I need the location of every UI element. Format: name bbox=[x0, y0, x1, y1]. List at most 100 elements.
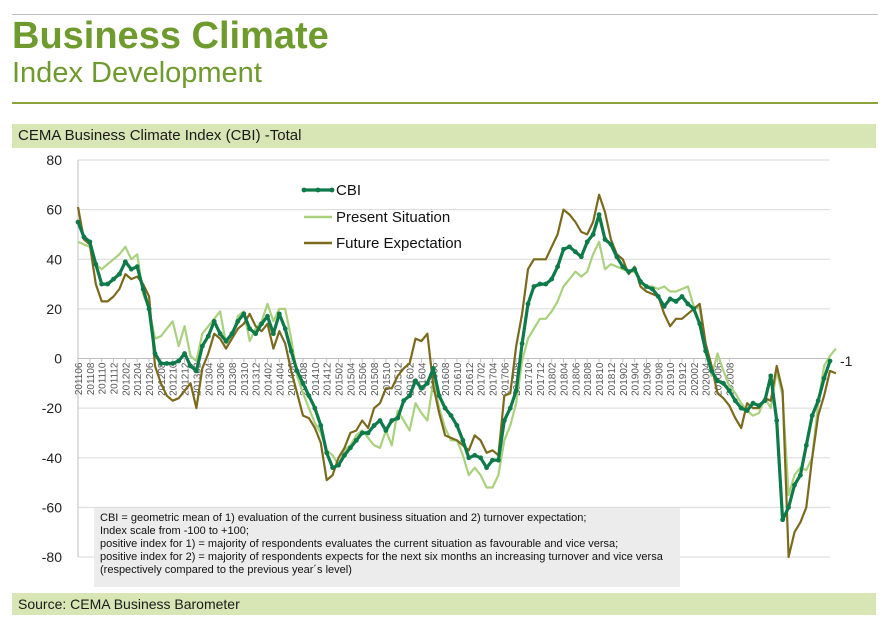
cbi-point bbox=[182, 351, 187, 356]
x-tick-label: 201306 bbox=[216, 362, 227, 396]
note-line: positive index for 1) = majority of resp… bbox=[100, 538, 619, 550]
cbi-point bbox=[259, 321, 264, 327]
x-tick-label: 201112 bbox=[110, 362, 121, 394]
x-tick-label: 201608 bbox=[441, 362, 452, 396]
x-tick-label: 201204 bbox=[133, 362, 144, 396]
cbi-point bbox=[531, 284, 537, 289]
cbi-point bbox=[430, 366, 436, 371]
cbi-point bbox=[490, 457, 495, 463]
cbi-point bbox=[247, 326, 253, 332]
x-tick-label: 201908 bbox=[654, 362, 665, 396]
y-tick-label: 80 bbox=[46, 152, 62, 168]
chart-title-bar: CEMA Business Climate Index (CBI) -Total bbox=[12, 124, 876, 148]
cbi-point bbox=[774, 418, 780, 423]
cbi-point bbox=[229, 331, 235, 337]
cbi-point bbox=[803, 442, 809, 448]
y-tick-label: 60 bbox=[46, 202, 62, 218]
page-subtitle: Index Development bbox=[12, 57, 262, 89]
cbi-point bbox=[199, 343, 205, 349]
cbi-point bbox=[744, 408, 750, 414]
x-tick-label: 201312 bbox=[252, 362, 263, 396]
y-tick-label: -20 bbox=[42, 400, 62, 416]
cbi-point bbox=[715, 378, 720, 384]
cbi-point bbox=[164, 361, 170, 366]
x-tick-label: 201410 bbox=[311, 362, 322, 396]
cbi-point bbox=[188, 363, 193, 369]
x-tick-label: 201506 bbox=[358, 362, 369, 396]
x-tick-label: 201402 bbox=[263, 362, 274, 396]
cbi-point bbox=[152, 351, 158, 356]
x-tick-label: 201802 bbox=[548, 362, 559, 396]
cbi-point bbox=[371, 423, 377, 428]
cbi-point bbox=[401, 398, 407, 404]
cbi-point bbox=[584, 239, 590, 245]
cbi-point bbox=[697, 321, 703, 327]
x-tick-label: 201308 bbox=[228, 362, 239, 396]
cbi-point bbox=[99, 281, 105, 287]
cbi-point bbox=[466, 455, 472, 461]
source-bar: Source: CEMA Business Barometer bbox=[12, 593, 876, 615]
cbi-point bbox=[673, 299, 679, 304]
cbi-point bbox=[383, 428, 389, 433]
cbi-point bbox=[158, 361, 164, 366]
cbi-point bbox=[555, 264, 561, 270]
cbi-point bbox=[572, 249, 578, 255]
x-tick-label: 201810 bbox=[595, 362, 606, 396]
x-tick-label: 201902 bbox=[619, 362, 630, 396]
x-tick-label: 201706 bbox=[500, 362, 511, 396]
legend-label: Future Expectation bbox=[336, 235, 462, 252]
source-text: Source: CEMA Business Barometer bbox=[18, 596, 240, 612]
cbi-point bbox=[424, 380, 430, 386]
cbi-point bbox=[762, 398, 768, 404]
note-line: Index scale from -100 to +100; bbox=[100, 525, 249, 537]
cbi-point bbox=[288, 348, 294, 354]
x-tick-label: 201710 bbox=[524, 362, 535, 396]
cbi-point bbox=[454, 423, 460, 428]
cbi-point bbox=[413, 378, 418, 384]
series-line-future-expectation bbox=[76, 193, 837, 559]
x-tick-label: 201310 bbox=[240, 362, 251, 396]
legend-marker bbox=[315, 187, 321, 193]
cbi-point bbox=[797, 472, 803, 478]
x-tick-label: 201910 bbox=[666, 362, 677, 396]
cbi-point bbox=[306, 393, 312, 399]
cbi-point bbox=[655, 294, 661, 299]
cbi-point bbox=[330, 465, 336, 471]
cbi-point bbox=[93, 261, 99, 267]
x-tick-label: 201504 bbox=[346, 362, 357, 396]
y-tick-label: -80 bbox=[42, 549, 62, 565]
cbi-point bbox=[525, 301, 531, 307]
cbi-point bbox=[87, 239, 93, 245]
x-tick-label: 201912 bbox=[678, 362, 689, 396]
cbi-point bbox=[614, 254, 620, 260]
cbi-point bbox=[519, 341, 525, 347]
cbi-point bbox=[347, 445, 353, 451]
cbi-point bbox=[590, 232, 596, 237]
x-tick-label: 201508 bbox=[370, 362, 381, 396]
x-tick-label: 201804 bbox=[560, 362, 571, 396]
cbi-point bbox=[176, 358, 182, 364]
cbi-point bbox=[809, 413, 815, 418]
cbi-point bbox=[632, 266, 637, 272]
y-tick-label: -60 bbox=[42, 499, 62, 515]
y-tick-label: 40 bbox=[46, 251, 62, 267]
cbi-point bbox=[679, 294, 685, 299]
cbi-point bbox=[738, 405, 744, 411]
cbi-point bbox=[649, 286, 655, 292]
x-tick-label: 201210 bbox=[169, 362, 180, 396]
cbi-point bbox=[377, 418, 383, 423]
legend-marker bbox=[301, 187, 307, 193]
cbi-point bbox=[276, 311, 282, 317]
cbi-point bbox=[460, 437, 466, 443]
cbi-point bbox=[235, 318, 241, 324]
x-tick-label: 201604 bbox=[417, 362, 428, 396]
x-tick-label: 201404 bbox=[275, 362, 286, 396]
x-tick-label: 201610 bbox=[453, 362, 464, 396]
page-title: Business Climate bbox=[12, 15, 329, 57]
cbi-point bbox=[211, 318, 217, 324]
cbi-point bbox=[146, 306, 152, 312]
cbi-point bbox=[478, 455, 484, 461]
cbi-point bbox=[709, 368, 714, 374]
x-tick-label: 201106 bbox=[74, 362, 85, 395]
cbi-point bbox=[318, 423, 324, 428]
